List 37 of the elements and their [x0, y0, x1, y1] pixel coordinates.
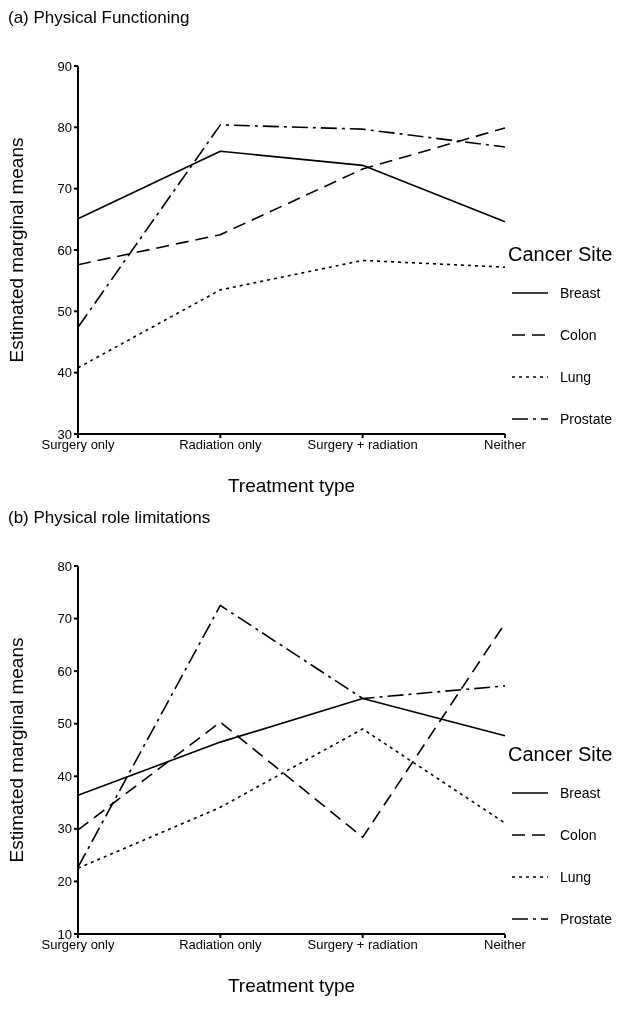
y-tick-label: 40	[57, 365, 72, 381]
y-tick-label: 70	[57, 611, 72, 627]
y-tick-label: 80	[57, 558, 72, 574]
legend-title: Cancer Site	[508, 743, 614, 766]
y-tick-label: 60	[57, 242, 72, 258]
y-tick-label: 70	[57, 181, 72, 197]
y-tick-label: 20	[57, 874, 72, 890]
x-tick-label: Radiation only	[179, 437, 263, 453]
y-tick-label: 50	[57, 303, 72, 319]
legend-title: Cancer Site	[508, 243, 614, 266]
y-axis-title: Estimated marginal means	[5, 637, 27, 863]
y-axis-title: Estimated marginal means	[5, 137, 27, 363]
legend-label: Lung	[560, 369, 592, 385]
x-tick-label: Surgery + radiation	[307, 937, 418, 953]
y-tick-label: 30	[57, 426, 72, 442]
y-tick-label: 60	[57, 663, 72, 679]
chart-title: (a) Physical Functioning	[8, 8, 191, 29]
x-tick-label: Neither	[484, 437, 527, 453]
legend-label: Lung	[560, 869, 592, 885]
y-tick-label: 30	[57, 821, 72, 837]
x-tick-label: Neither	[484, 937, 527, 953]
legend-label: Prostate	[560, 411, 613, 427]
x-tick-label: Surgery + radiation	[307, 437, 418, 453]
chart-title: (b) Physical role limitations	[8, 508, 212, 529]
y-tick-label: 10	[57, 926, 72, 942]
legend-label: Breast	[560, 285, 601, 301]
y-tick-label: 40	[57, 768, 72, 784]
legend-label: Colon	[560, 327, 597, 343]
legend-label: Breast	[560, 785, 601, 801]
x-axis-title: Treatment type	[227, 475, 356, 496]
y-tick-label: 50	[57, 716, 72, 732]
y-tick-label: 90	[57, 58, 72, 74]
legend-label: Colon	[560, 827, 597, 843]
x-axis-title: Treatment type	[227, 975, 356, 996]
x-tick-label: Radiation only	[179, 937, 263, 953]
legend-label: Prostate	[560, 911, 613, 927]
y-tick-label: 80	[57, 119, 72, 135]
